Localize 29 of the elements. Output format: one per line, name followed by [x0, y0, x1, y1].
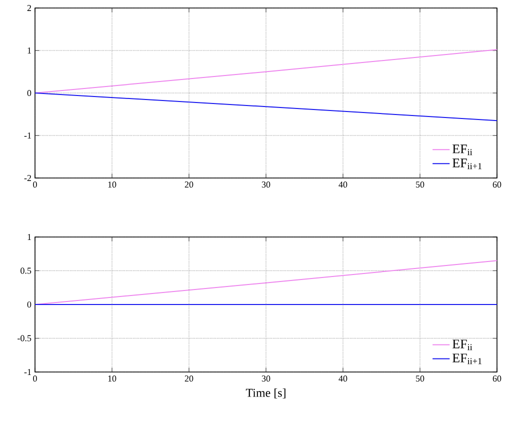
- x-tick-label: 10: [108, 376, 116, 382]
- x-tick-label: 30: [262, 182, 270, 188]
- y-tick-label: 0.5: [20, 268, 32, 274]
- y-tick-label: -2: [24, 175, 31, 181]
- y-tick-label: 2: [27, 5, 31, 11]
- y-tick-label: -0.5: [18, 335, 32, 342]
- y-tick-label: 1: [28, 234, 31, 240]
- x-tick-label: 30: [262, 376, 270, 382]
- x-axis-title: Time [s]: [246, 388, 286, 398]
- x-tick-label: 40: [338, 182, 348, 188]
- y-tick-label: 0: [27, 90, 32, 96]
- x-tick-label: 0: [33, 182, 37, 188]
- legend-label: EF$_{ii}$: [452, 144, 472, 156]
- x-tick-label: 50: [416, 182, 424, 188]
- x-tick-label: 10: [108, 182, 116, 188]
- y-tick-label: -1: [24, 369, 31, 375]
- x-tick-label: 60: [492, 182, 502, 188]
- legend-label: EF$_{ii+1}$: [452, 354, 482, 364]
- x-tick-label: 0: [33, 376, 37, 382]
- x-tick-label: 60: [492, 376, 502, 382]
- y-tick-label: -1: [24, 132, 31, 138]
- x-tick-label: 20: [184, 182, 194, 188]
- y-tick-label: 1: [28, 48, 31, 54]
- x-tick-label: 40: [338, 376, 348, 382]
- y-tick-label: 0: [27, 301, 32, 308]
- x-tick-label: 50: [416, 376, 424, 382]
- legend-label: EF$_{ii}$: [452, 340, 472, 350]
- legend-label: EF$_{ii+1}$: [452, 158, 482, 170]
- x-tick-label: 20: [184, 376, 194, 382]
